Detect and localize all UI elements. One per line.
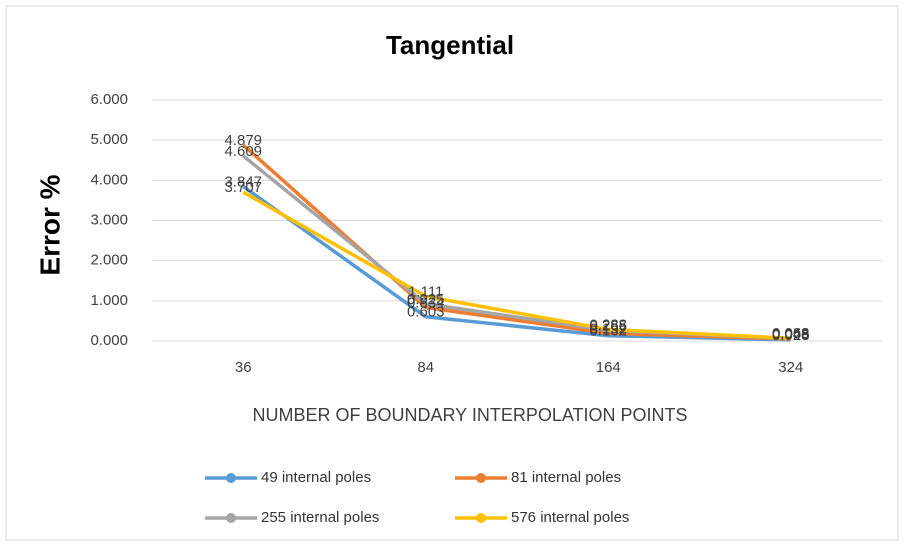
series-line bbox=[242, 190, 791, 341]
y-axis-label: Error % bbox=[34, 174, 65, 275]
x-tick-label: 84 bbox=[417, 359, 434, 376]
data-label: 0.058 bbox=[772, 326, 810, 343]
data-label: 4.879 bbox=[224, 132, 262, 149]
y-tick-label: 2.000 bbox=[90, 252, 128, 269]
y-tick-label: 1.000 bbox=[90, 292, 128, 309]
legend-marker bbox=[476, 513, 486, 523]
data-label: 0.265 bbox=[589, 317, 627, 334]
y-tick-label: 5.000 bbox=[90, 131, 128, 148]
data-label: 0.192 bbox=[589, 320, 627, 337]
legend-marker bbox=[226, 473, 236, 483]
legend-label: 49 internal poles bbox=[261, 469, 371, 486]
legend-label: 81 internal poles bbox=[511, 469, 621, 486]
data-label: 3.707 bbox=[224, 179, 262, 196]
data-label: 1.111 bbox=[408, 283, 443, 300]
chart-frame bbox=[5, 5, 899, 541]
data-label: 4.609 bbox=[224, 143, 262, 160]
y-tick-label: 3.000 bbox=[90, 211, 128, 228]
y-tick-label: 6.000 bbox=[90, 91, 128, 108]
y-tick-label: 4.000 bbox=[90, 171, 128, 188]
y-tick-label: 0.000 bbox=[90, 332, 128, 349]
data-label: 0.048 bbox=[772, 326, 810, 343]
data-label: 0.834 bbox=[407, 294, 445, 311]
legend-marker bbox=[226, 513, 236, 523]
data-label: 0.028 bbox=[772, 327, 810, 344]
data-label: 0.132 bbox=[589, 323, 627, 340]
legend-label: 576 internal poles bbox=[511, 509, 629, 526]
x-tick-label: 164 bbox=[596, 359, 621, 376]
data-label: 0.068 bbox=[772, 325, 810, 342]
data-label: 3.847 bbox=[224, 173, 262, 190]
data-label: 0.925 bbox=[407, 291, 445, 308]
data-label: 0.288 bbox=[589, 316, 627, 333]
x-tick-label: 36 bbox=[235, 359, 252, 376]
x-axis-label: NUMBER OF BOUNDARY INTERPOLATION POINTS bbox=[252, 405, 687, 425]
legend-label: 255 internal poles bbox=[261, 509, 379, 526]
x-tick-label: 324 bbox=[778, 359, 803, 376]
chart-title: Tangential bbox=[386, 30, 514, 60]
legend-marker bbox=[476, 473, 486, 483]
data-label: 0.603 bbox=[407, 304, 445, 321]
